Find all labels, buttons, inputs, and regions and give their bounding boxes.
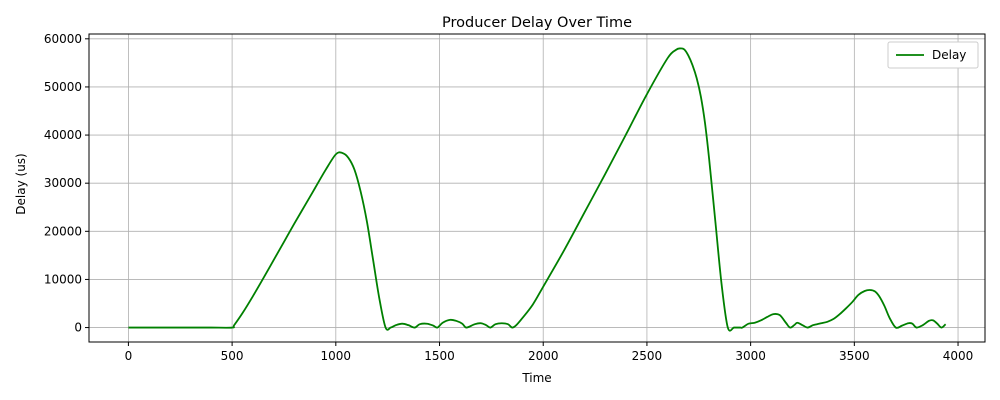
- legend-box: [887, 41, 979, 69]
- grid: [89, 34, 985, 342]
- y-axis-label: Delay (us): [14, 153, 28, 214]
- x-tick-label: 500: [221, 349, 244, 363]
- y-tick-label: 40000: [44, 128, 82, 142]
- x-tick-label: 2000: [528, 349, 559, 363]
- y-tick-label: 10000: [44, 272, 82, 286]
- y-tick-label: 50000: [44, 80, 82, 94]
- x-tick-label: 0: [125, 349, 133, 363]
- x-axis-label: Time: [521, 371, 551, 385]
- legend-label-delay: Delay: [932, 48, 966, 62]
- ticks: 0 500 1000 1500 2000 2500 3000 3500 400001000020…: [44, 32, 973, 363]
- y-tick-label: 30000: [44, 176, 82, 190]
- legend: Delay: [887, 41, 979, 69]
- x-tick-label: 2500: [632, 349, 663, 363]
- y-tick-label: 20000: [44, 224, 82, 238]
- x-tick-label: 3500: [839, 349, 870, 363]
- plot-frame: [88, 33, 986, 343]
- y-tick-label: 0: [74, 321, 82, 335]
- y-tick-label: 60000: [44, 32, 82, 46]
- series-line-0: [128, 47, 947, 332]
- x-tick-label: 4000: [943, 349, 974, 363]
- chart-title: Producer Delay Over Time: [442, 15, 632, 31]
- x-tick-label: 1000: [321, 349, 352, 363]
- x-tick-label: 3000: [735, 349, 766, 363]
- x-tick-label: 1500: [424, 349, 455, 363]
- series-layer: [128, 47, 947, 332]
